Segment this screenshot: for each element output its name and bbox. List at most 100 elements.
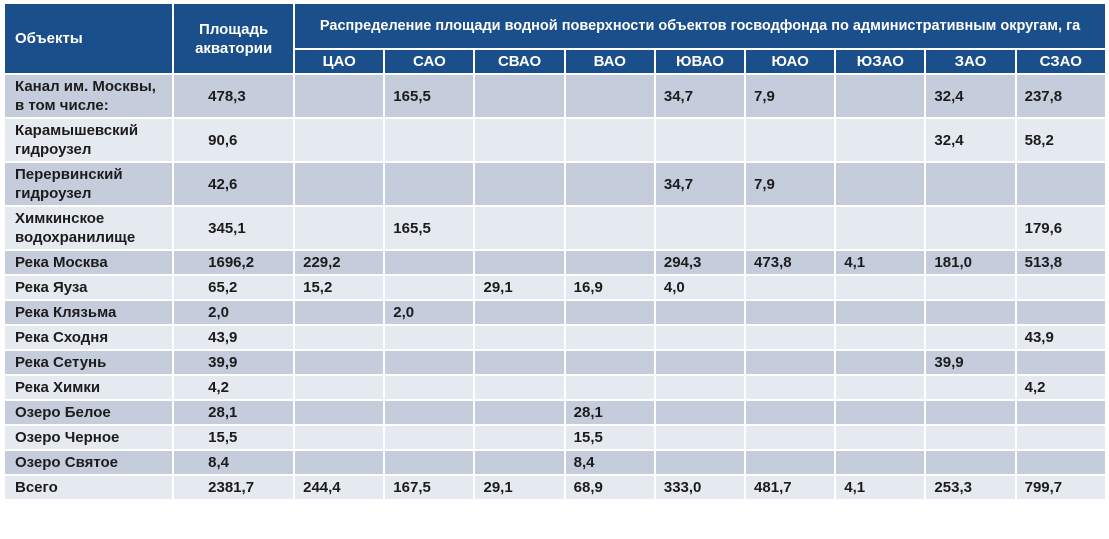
table-row: Карамышевский гидроузел 90,6 32,4 58,2 bbox=[5, 119, 1105, 161]
district-value: 4,1 bbox=[836, 476, 925, 499]
district-value: 481,7 bbox=[746, 476, 835, 499]
district-value bbox=[295, 451, 384, 474]
district-value bbox=[655, 426, 745, 449]
district-value: 32,4 bbox=[926, 75, 1015, 117]
area-total: 8,4 bbox=[174, 451, 294, 474]
district-value bbox=[475, 401, 564, 424]
area-total: 65,2 bbox=[174, 276, 294, 299]
district-value bbox=[836, 119, 925, 161]
district-value bbox=[926, 426, 1015, 449]
district-value: 165,5 bbox=[385, 207, 474, 249]
district-value bbox=[475, 251, 564, 274]
table-header: Объекты Площадь акватории Распределение … bbox=[5, 4, 1105, 73]
district-value bbox=[1016, 451, 1105, 474]
area-total: 345,1 bbox=[174, 207, 294, 249]
district-value bbox=[655, 351, 745, 374]
district-value bbox=[746, 119, 835, 161]
table-body: Канал им. Москвы, в том числе: 478,3 165,5… bbox=[5, 75, 1105, 499]
district-value bbox=[475, 75, 564, 117]
table-row: Река Сходня 43,9 43,9 bbox=[5, 326, 1105, 349]
district-value: 15,5 bbox=[565, 426, 654, 449]
object-name: Река Химки bbox=[5, 376, 173, 399]
district-value: 15,2 bbox=[295, 276, 384, 299]
district-value: 28,1 bbox=[565, 401, 654, 424]
district-value bbox=[295, 119, 384, 161]
district-header: СЗАО bbox=[1016, 50, 1105, 73]
district-value bbox=[385, 351, 474, 374]
district-value bbox=[926, 376, 1015, 399]
district-value: 8,4 bbox=[565, 451, 654, 474]
area-total: 28,1 bbox=[174, 401, 294, 424]
district-value bbox=[385, 326, 474, 349]
object-name: Река Сетунь bbox=[5, 351, 173, 374]
object-name: Река Клязьма bbox=[5, 301, 173, 324]
district-value bbox=[475, 207, 564, 249]
district-value: 4,2 bbox=[1016, 376, 1105, 399]
district-value bbox=[746, 276, 835, 299]
district-value bbox=[836, 351, 925, 374]
district-value bbox=[475, 351, 564, 374]
district-value bbox=[565, 75, 654, 117]
table-row: Река Сетунь 39,9 39,9 bbox=[5, 351, 1105, 374]
table-row: Река Химки 4,2 4,2 bbox=[5, 376, 1105, 399]
objects-header: Объекты bbox=[5, 4, 173, 73]
district-value bbox=[1016, 301, 1105, 324]
district-value bbox=[926, 207, 1015, 249]
district-header: САО bbox=[385, 50, 474, 73]
district-value bbox=[926, 451, 1015, 474]
district-value: 294,3 bbox=[655, 251, 745, 274]
district-value bbox=[475, 119, 564, 161]
district-header: СВАО bbox=[475, 50, 564, 73]
district-header: ЮЗАО bbox=[836, 50, 925, 73]
table-row: Химкинское водохранилище 345,1 165,5 179,6 bbox=[5, 207, 1105, 249]
district-value: 2,0 bbox=[385, 301, 474, 324]
table-row: Река Москва 1696,2 229,2 294,3 473,8 4,1 181,0… bbox=[5, 251, 1105, 274]
district-value: 34,7 bbox=[655, 163, 745, 205]
district-value bbox=[746, 401, 835, 424]
district-value bbox=[295, 426, 384, 449]
district-value bbox=[295, 351, 384, 374]
district-value bbox=[295, 326, 384, 349]
district-value: 7,9 bbox=[746, 75, 835, 117]
district-value bbox=[836, 376, 925, 399]
district-value bbox=[926, 401, 1015, 424]
district-value bbox=[746, 451, 835, 474]
district-value bbox=[565, 326, 654, 349]
district-value: 34,7 bbox=[655, 75, 745, 117]
district-value bbox=[746, 426, 835, 449]
area-total: 39,9 bbox=[174, 351, 294, 374]
district-header: ЮАО bbox=[746, 50, 835, 73]
district-value bbox=[836, 301, 925, 324]
district-value bbox=[1016, 163, 1105, 205]
district-value bbox=[926, 301, 1015, 324]
district-value bbox=[475, 326, 564, 349]
water-area-table: Объекты Площадь акватории Распределение … bbox=[3, 2, 1107, 501]
district-value bbox=[475, 451, 564, 474]
district-value bbox=[655, 207, 745, 249]
district-value bbox=[1016, 276, 1105, 299]
district-value bbox=[655, 451, 745, 474]
district-value bbox=[295, 163, 384, 205]
district-value bbox=[475, 301, 564, 324]
district-value bbox=[836, 75, 925, 117]
district-value bbox=[295, 376, 384, 399]
district-value bbox=[565, 207, 654, 249]
district-value bbox=[836, 207, 925, 249]
district-value bbox=[385, 426, 474, 449]
district-value: 16,9 bbox=[565, 276, 654, 299]
district-value bbox=[1016, 401, 1105, 424]
object-name: Озеро Белое bbox=[5, 401, 173, 424]
district-value: 4,0 bbox=[655, 276, 745, 299]
district-value: 29,1 bbox=[475, 276, 564, 299]
district-value: 58,2 bbox=[1016, 119, 1105, 161]
object-name: Река Москва bbox=[5, 251, 173, 274]
district-value: 39,9 bbox=[926, 351, 1015, 374]
table-row: Река Клязьма 2,0 2,0 bbox=[5, 301, 1105, 324]
district-value: 333,0 bbox=[655, 476, 745, 499]
district-value bbox=[746, 326, 835, 349]
district-value: 32,4 bbox=[926, 119, 1015, 161]
district-value bbox=[655, 376, 745, 399]
table-row: Река Яуза 65,2 15,2 29,1 16,9 4,0 bbox=[5, 276, 1105, 299]
district-value: 513,8 bbox=[1016, 251, 1105, 274]
district-value bbox=[836, 276, 925, 299]
